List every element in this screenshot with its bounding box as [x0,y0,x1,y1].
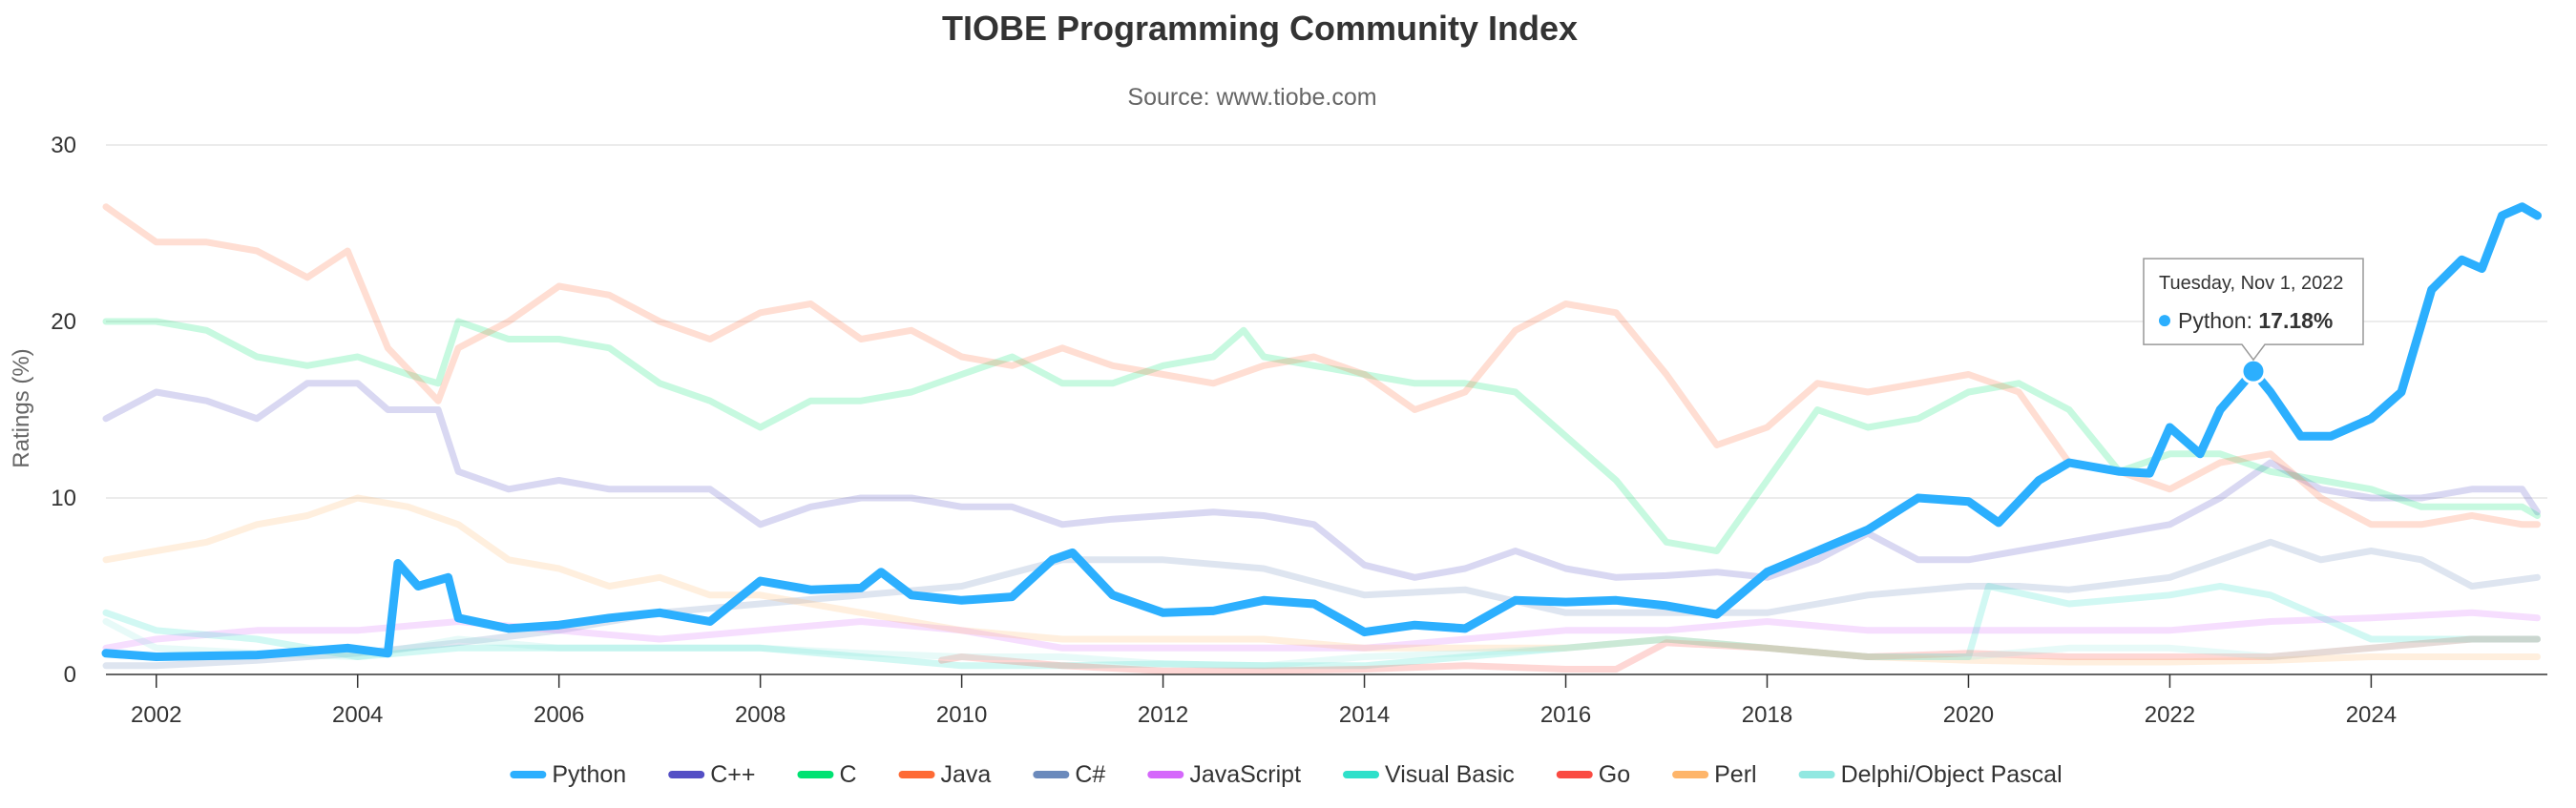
tooltip-series-dot [2158,315,2170,327]
x-tick-label: 2022 [2145,702,2195,728]
x-tick-label: 2010 [936,702,987,728]
x-tick-label: 2024 [2346,702,2397,728]
legend-label: Java [941,761,992,788]
x-tick-label: 2004 [332,702,383,728]
series-lines [101,202,2542,674]
tooltip-marker [2240,358,2267,384]
y-tick-label: 20 [51,309,76,335]
legend-item-delphi-object-pascal[interactable]: Delphi/Object Pascal [1798,761,2063,788]
x-tick-label: 2012 [1138,702,1188,728]
tooltip-date: Tuesday, Nov 1, 2022 [2159,273,2343,294]
tooltip: Tuesday, Nov 1, 2022 Python: 17.18% [2143,258,2364,384]
x-tick-label: 2002 [131,702,181,728]
x-tick-label: 2018 [1742,702,1792,728]
y-tick-label: 0 [64,662,76,688]
y-tick-label: 10 [51,486,76,511]
legend-label: C# [1075,761,1105,788]
x-tick-label: 2008 [735,702,785,728]
legend-item-c-[interactable]: C++ [668,761,755,788]
legend-label: JavaScript [1189,761,1301,788]
series-line-python[interactable] [101,202,2542,661]
legend-label: C++ [710,761,755,788]
legend-label: Delphi/Object Pascal [1841,761,2063,788]
y-tick-label: 30 [51,133,76,158]
legend: Python C++ C Java C# JavaScript Visual Basic Go… [510,761,2063,788]
x-tick-label: 2006 [534,702,584,728]
legend-label: C [839,761,856,788]
series-line-c[interactable] [102,318,2541,554]
tooltip-box [2143,258,2364,362]
axes: 0 10 20 30 2002 2004 2006 2008 2010 2012 2014 2016 2… [51,133,2547,728]
tooltip-value: 17.18% [2258,308,2333,333]
legend-item-go[interactable]: Go [1556,761,1630,788]
x-tick-label: 2014 [1339,702,1390,728]
legend-label: Visual Basic [1385,761,1515,788]
chart-subtitle: Source: www.tiobe.com [1127,84,1376,111]
tooltip-value-text: Python: 17.18% [2178,308,2333,333]
series-line-c-[interactable] [102,380,2541,581]
x-tick-label: 2020 [1943,702,1994,728]
legend-label: Perl [1714,761,1756,788]
y-axis-title: Ratings (%) [9,348,34,467]
x-tick-label: 2016 [1540,702,1591,728]
series-line-delphi-object-pascal[interactable] [102,618,2541,670]
legend-item-c-[interactable]: C# [1033,761,1105,788]
legend-item-visual-basic[interactable]: Visual Basic [1343,761,1515,788]
series-line-go[interactable] [938,635,2541,674]
legend-item-python[interactable]: Python [510,761,626,788]
legend-item-java[interactable]: Java [898,761,992,788]
legend-item-perl[interactable]: Perl [1672,761,1757,788]
tooltip-series-label: Python: [2178,308,2258,333]
series-line-visual-basic[interactable] [102,583,2541,670]
chart-title: TIOBE Programming Community Index [942,9,1578,48]
series-line-java[interactable] [102,203,2541,528]
series-line-c-[interactable] [102,538,2541,670]
legend-label: Go [1599,761,1630,788]
grid-lines [106,144,2547,499]
legend-item-javascript[interactable]: JavaScript [1147,761,1301,788]
series-line-perl[interactable] [102,494,2541,666]
legend-item-c[interactable]: C [797,761,857,788]
legend-label: Python [552,761,626,788]
